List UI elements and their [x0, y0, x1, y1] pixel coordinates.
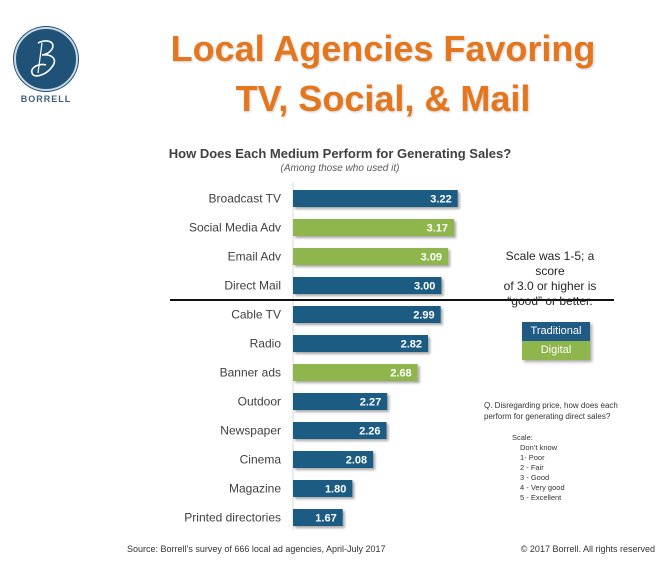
- data-label: 2.27: [360, 397, 381, 409]
- logo-text: BORRELL: [20, 94, 72, 104]
- scale-heading: Scale:: [512, 433, 533, 442]
- bar: [293, 422, 387, 439]
- scale-note-line: “good” or better.: [507, 294, 593, 308]
- category-label: Cable TV: [231, 308, 281, 322]
- bar: [293, 335, 429, 352]
- survey-question-line: Q. Disregarding price, how does each: [484, 401, 618, 410]
- data-label: 3.09: [421, 252, 442, 264]
- scale-item: 1- Poor: [520, 453, 545, 462]
- source-note: Source: Borrell’s survey of 666 local ad…: [127, 544, 386, 554]
- legend-digital: Digital: [522, 341, 590, 360]
- copyright: © 2017 Borrell. All rights reserved: [520, 544, 655, 554]
- scale-item: 2 - Fair: [520, 463, 544, 472]
- category-label: Direct Mail: [224, 279, 281, 293]
- bar: [293, 306, 441, 323]
- scale-note-line: Scale was 1-5; a score: [505, 249, 595, 278]
- data-label: 2.08: [346, 455, 367, 467]
- bar: [293, 248, 449, 265]
- page-title-line1: Local Agencies Favoring: [170, 28, 596, 69]
- data-label: 3.17: [427, 223, 448, 235]
- category-label: Cinema: [240, 453, 282, 467]
- scale-note: Scale was 1-5; a score of 3.0 or higher …: [490, 249, 610, 309]
- scale-key: Scale: Don’t know 1- Poor 2 - Fair 3 - G…: [512, 433, 565, 503]
- bar: [293, 219, 455, 236]
- legend: Traditional Digital: [522, 322, 590, 360]
- scale-item: 3 - Good: [520, 473, 550, 482]
- data-label: 1.80: [325, 484, 346, 496]
- bar: [293, 451, 374, 468]
- category-label: Radio: [250, 337, 282, 351]
- data-label: 1.67: [315, 513, 336, 525]
- data-label: 3.00: [414, 281, 435, 293]
- data-label: 2.99: [413, 310, 434, 322]
- category-label: Magazine: [229, 482, 281, 496]
- category-label: Banner ads: [220, 366, 281, 380]
- data-label: 3.22: [430, 194, 451, 206]
- chart-title: How Does Each Medium Perform for Generat…: [168, 146, 512, 161]
- category-label: Newspaper: [220, 424, 281, 438]
- bar: [293, 509, 343, 526]
- category-label: Broadcast TV: [209, 192, 281, 206]
- borrell-logo-icon: [14, 27, 78, 91]
- scale-item: 5 - Excellent: [520, 493, 562, 502]
- category-label: Social Media Adv: [189, 221, 281, 235]
- bar: [293, 277, 442, 294]
- page-title-line2: TV, Social, & Mail: [235, 78, 531, 119]
- bar: [293, 190, 458, 207]
- data-label: 2.68: [390, 368, 411, 380]
- scale-note-line: of 3.0 or higher is: [503, 279, 597, 293]
- data-label: 2.82: [401, 339, 422, 351]
- bar: [293, 480, 353, 497]
- category-label: Outdoor: [238, 395, 281, 409]
- bar: [293, 393, 388, 410]
- bar: [293, 364, 418, 381]
- scale-item: Don’t know: [520, 443, 558, 452]
- survey-question: Q. Disregarding price, how does each per…: [484, 400, 654, 422]
- data-label: 2.26: [359, 426, 380, 438]
- legend-traditional: Traditional: [522, 322, 590, 341]
- survey-question-line: perform for generating direct sales?: [484, 412, 611, 421]
- chart-subtitle: (Among those who used it): [280, 163, 400, 174]
- category-label: Email Adv: [228, 250, 281, 264]
- category-label: Printed directories: [184, 511, 281, 525]
- scale-item: 4 - Very good: [520, 483, 565, 492]
